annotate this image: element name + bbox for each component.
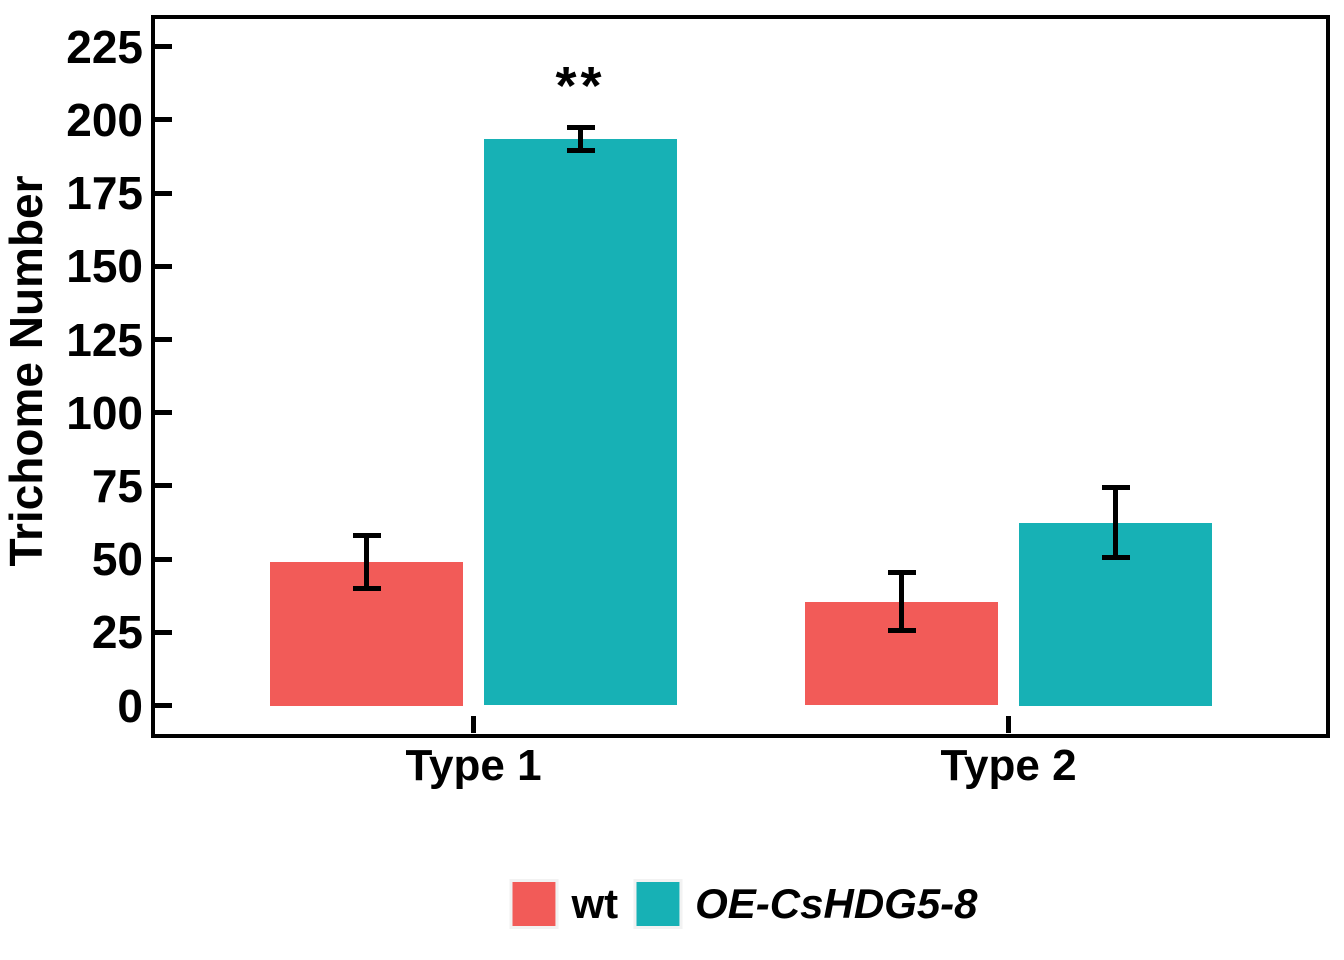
- y-tick-label: 100: [66, 386, 143, 439]
- errorbar-line-oe-cshdg5-8-type-1: [578, 127, 583, 151]
- y-tick-label: 200: [66, 93, 143, 146]
- y-tick-label: 175: [66, 167, 143, 220]
- y-tick-mark: [154, 703, 172, 708]
- y-tick-mark: [154, 117, 172, 123]
- y-tick-label: 0: [117, 679, 143, 732]
- errorbar-cap-bottom-wt-type-1: [352, 585, 381, 591]
- errorbar-cap-top-oe-cshdg5-8-type-2: [1101, 484, 1130, 490]
- errorbar-line-wt-type-2: [899, 572, 904, 631]
- y-tick-mark: [154, 190, 172, 196]
- errorbar-cap-top-wt-type-1: [352, 533, 381, 539]
- legend-item-wt: wt: [509, 879, 619, 929]
- errorbar-line-oe-cshdg5-8-type-2: [1113, 487, 1118, 558]
- y-tick-mark: [154, 556, 172, 562]
- y-tick-label: 150: [66, 240, 143, 293]
- x-tick-label-type-2: Type 2: [940, 741, 1077, 790]
- legend: wt OE-CsHDG5-8: [509, 879, 978, 929]
- x-tick-mark: [471, 716, 476, 733]
- legend-label-oe-cshdg5-8: OE-CsHDG5-8: [695, 880, 978, 927]
- y-tick-mark: [154, 483, 172, 489]
- y-tick-mark: [154, 410, 172, 416]
- errorbar-cap-bottom-oe-cshdg5-8-type-1: [566, 148, 595, 154]
- y-tick-mark: [154, 263, 172, 269]
- legend-swatch-wt: [509, 879, 559, 929]
- x-tick-mark: [1006, 716, 1011, 733]
- y-tick-mark: [154, 44, 172, 50]
- legend-item-oe-cshdg5-8: OE-CsHDG5-8: [633, 879, 978, 929]
- errorbar-cap-top-oe-cshdg5-8-type-1: [566, 124, 595, 130]
- significance-annotation: **: [555, 56, 606, 117]
- y-tick-label: 25: [91, 606, 143, 659]
- errorbar-cap-bottom-oe-cshdg5-8-type-2: [1101, 555, 1130, 561]
- errorbar-cap-top-wt-type-2: [887, 569, 916, 575]
- y-tick-label: 225: [66, 20, 143, 73]
- errorbar-cap-bottom-wt-type-2: [887, 628, 916, 634]
- errorbar-line-wt-type-1: [364, 535, 369, 589]
- legend-swatch-oe-cshdg5-8: [633, 879, 683, 929]
- legend-label-wt: wt: [571, 880, 619, 927]
- x-tick-label-type-1: Type 1: [405, 741, 542, 790]
- y-tick-label: 50: [91, 533, 143, 586]
- bar-oe-cshdg5-8-type-1: [484, 138, 677, 706]
- y-tick-mark: [154, 629, 172, 635]
- y-tick-label: 75: [91, 459, 143, 512]
- y-tick-label: 125: [66, 313, 143, 366]
- y-tick-mark: [154, 337, 172, 342]
